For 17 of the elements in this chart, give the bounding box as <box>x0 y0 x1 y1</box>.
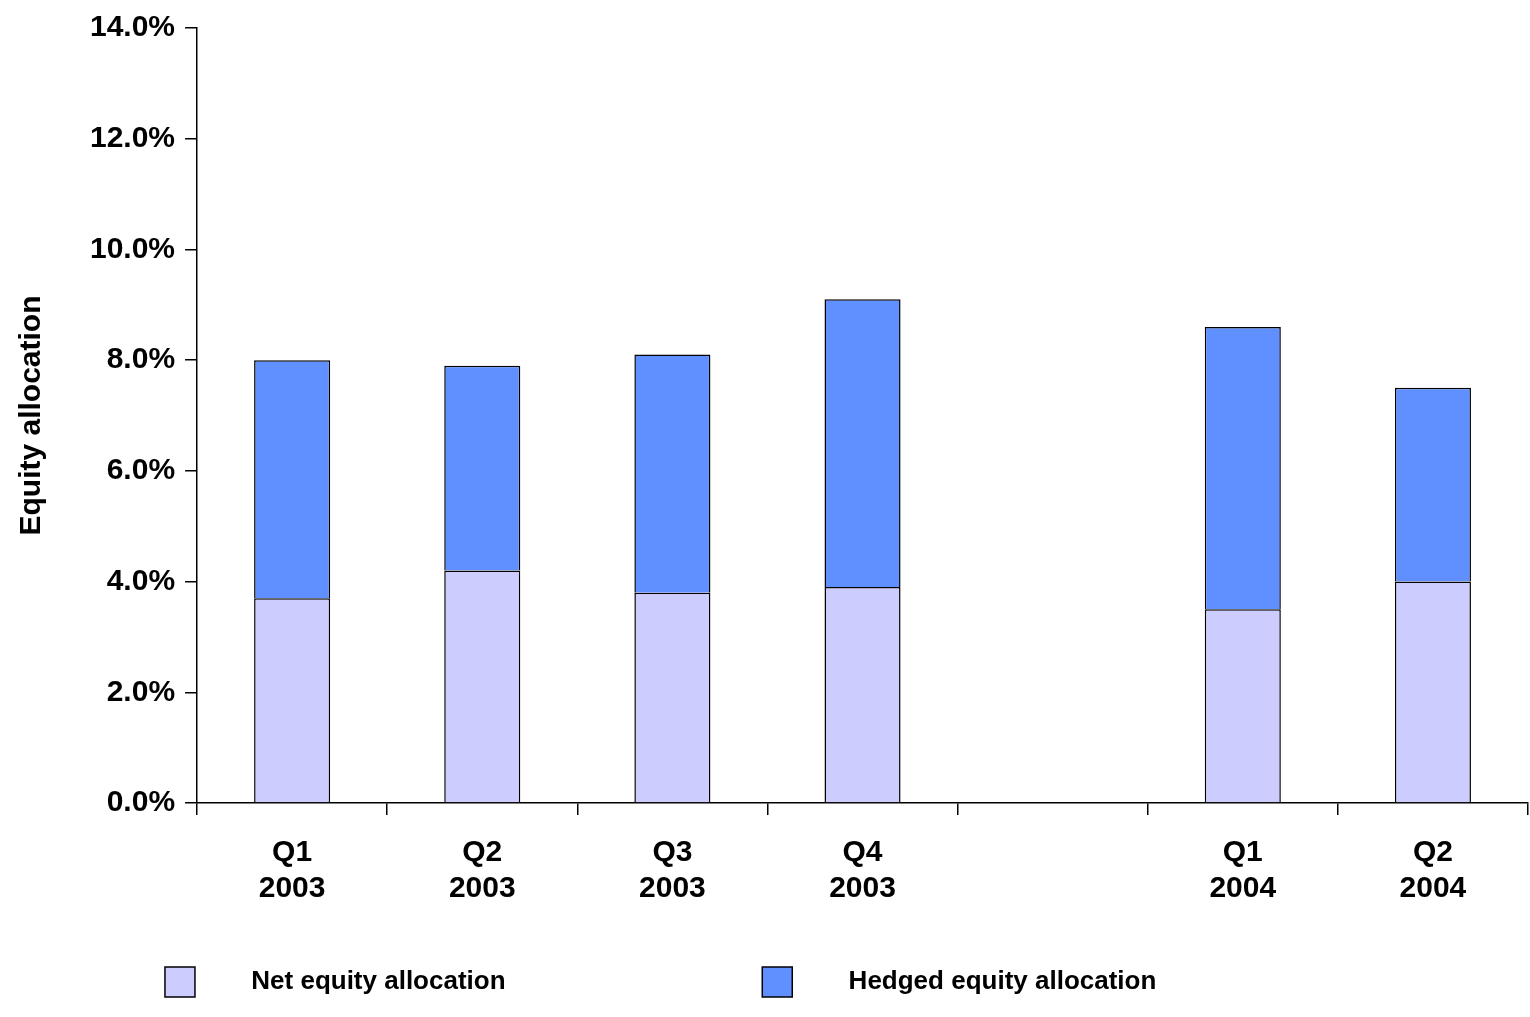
y-tick-label: 12.0% <box>89 119 176 153</box>
legend-label: Hedged equity allocation <box>805 965 1374 996</box>
x-tick-label: Q2 2004 <box>1399 834 1467 904</box>
x-tick-label: Q4 2003 <box>829 834 896 904</box>
y-tick-label: 0.0% <box>106 784 176 818</box>
y-tick-label: 10.0% <box>89 230 176 264</box>
y-tick-label: 8.0% <box>106 341 176 375</box>
y-tick-label: 14.0% <box>89 9 176 43</box>
y-tick-label: 6.0% <box>106 452 176 486</box>
x-tick-label: Q1 2003 <box>258 834 326 904</box>
y-tick-label: 4.0% <box>106 562 176 596</box>
y-tick-label: 2.0% <box>106 673 176 707</box>
x-tick-label: Q3 2003 <box>639 834 706 904</box>
x-tick-label: Q1 2004 <box>1209 834 1277 904</box>
x-tick-label: Q2 2003 <box>448 834 516 904</box>
legend-label: Net equity allocation <box>207 965 723 996</box>
y-axis-title: Equity allocation <box>13 295 47 536</box>
